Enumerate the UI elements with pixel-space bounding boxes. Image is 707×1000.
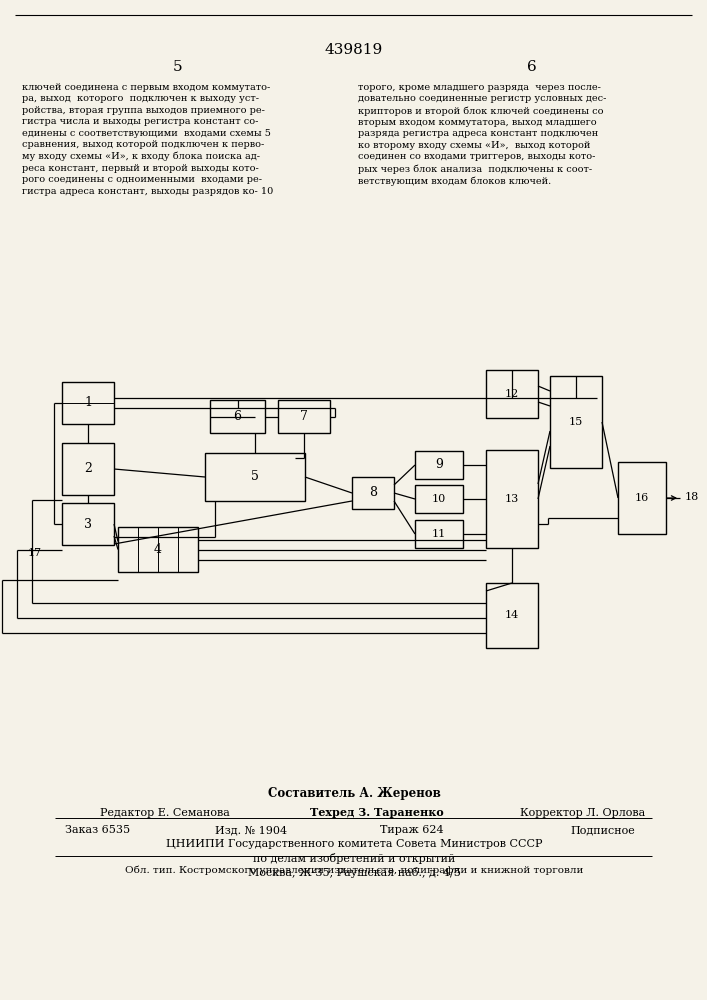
Text: 5: 5	[251, 471, 259, 484]
Text: 2: 2	[84, 462, 92, 476]
Text: Корректор Л. Орлова: Корректор Л. Орлова	[520, 808, 645, 818]
Text: 5: 5	[173, 60, 183, 74]
Text: Изд. № 1904: Изд. № 1904	[215, 825, 287, 835]
Bar	[415, 520, 463, 548]
Bar	[415, 485, 463, 513]
Text: Техред З. Тараненко: Техред З. Тараненко	[310, 808, 444, 818]
Text: Обл. тип. Костромского управления издательств, полиграфии и книжной торговли: Обл. тип. Костромского управления издате…	[125, 865, 583, 875]
Bar	[486, 450, 538, 548]
Bar	[486, 370, 538, 418]
Text: Составитель А. Жеренов: Составитель А. Жеренов	[267, 786, 440, 800]
Text: 12: 12	[505, 389, 519, 399]
Text: 14: 14	[505, 610, 519, 620]
Text: 6: 6	[233, 410, 242, 423]
Text: ключей соединена с первым входом коммутато-
ра, выход  которого  подключен к вых: ключей соединена с первым входом коммута…	[22, 83, 273, 196]
Text: Подписное: Подписное	[570, 825, 635, 835]
Bar	[62, 382, 114, 424]
Text: 9: 9	[435, 458, 443, 472]
Bar	[550, 376, 602, 468]
Bar	[118, 527, 198, 572]
Text: Тираж 624: Тираж 624	[380, 825, 443, 835]
Text: 3: 3	[84, 518, 92, 530]
Text: 7: 7	[300, 410, 308, 423]
Bar	[62, 503, 114, 545]
Text: по делам изобретений и открытий: по делам изобретений и открытий	[253, 852, 455, 863]
Bar	[352, 477, 394, 509]
Bar	[205, 453, 305, 501]
Bar	[486, 583, 538, 648]
Text: 4: 4	[154, 543, 162, 556]
Text: 16: 16	[635, 493, 649, 503]
Text: 11: 11	[432, 529, 446, 539]
Text: ЦНИИПИ Государственного комитета Совета Министров СССР: ЦНИИПИ Государственного комитета Совета …	[165, 839, 542, 849]
Bar	[210, 400, 265, 433]
Text: 6: 6	[527, 60, 537, 74]
Text: 439819: 439819	[325, 43, 383, 57]
Text: Заказ 6535: Заказ 6535	[65, 825, 130, 835]
Text: 18: 18	[685, 492, 699, 502]
Text: 17: 17	[28, 548, 42, 558]
Bar	[415, 451, 463, 479]
Text: торого, кроме младшего разряда  через после-
довательно соединенные регистр усло: торого, кроме младшего разряда через пос…	[358, 83, 607, 186]
Bar	[618, 462, 666, 534]
Text: 8: 8	[369, 487, 377, 499]
Text: 1: 1	[84, 396, 92, 410]
Text: 15: 15	[569, 417, 583, 427]
Text: 13: 13	[505, 494, 519, 504]
Text: 10: 10	[432, 494, 446, 504]
Text: Москва, Ж-35, Раушская наб., д. 4/5: Москва, Ж-35, Раушская наб., д. 4/5	[247, 866, 460, 878]
Bar	[278, 400, 330, 433]
Bar	[62, 443, 114, 495]
Text: Редактор Е. Семанова: Редактор Е. Семанова	[100, 808, 230, 818]
